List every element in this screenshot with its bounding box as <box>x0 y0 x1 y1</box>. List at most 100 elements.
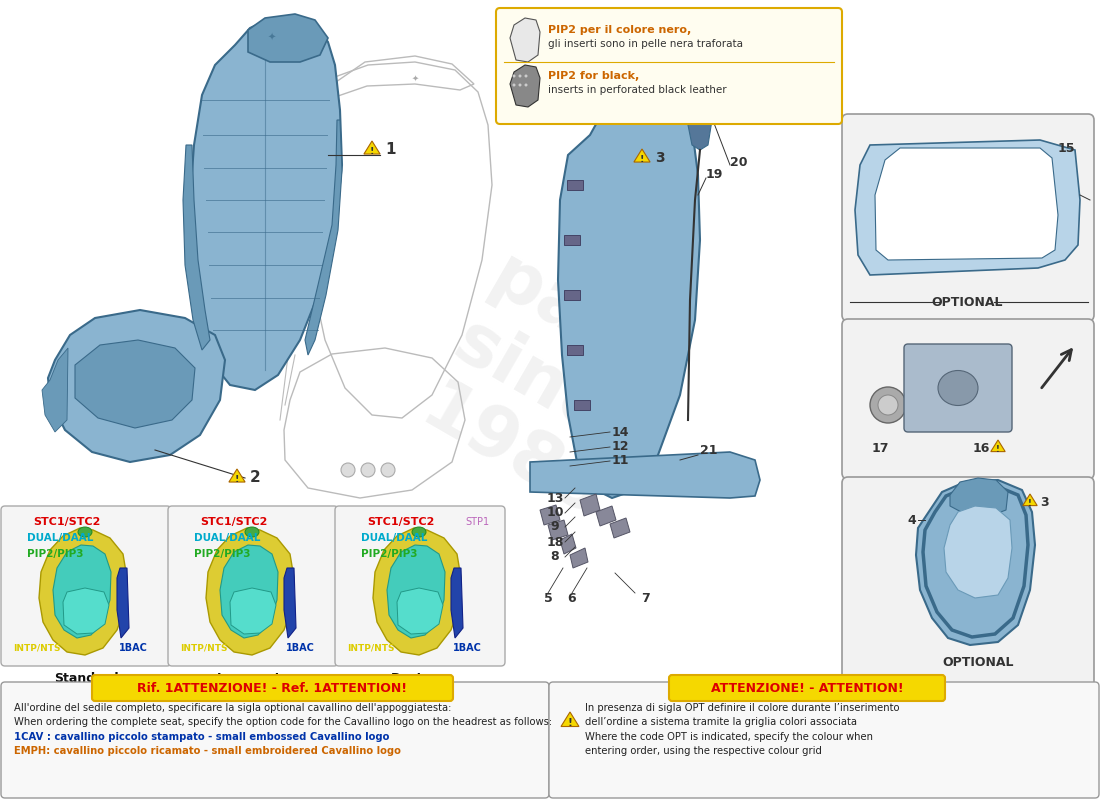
Polygon shape <box>561 712 579 726</box>
Text: 6: 6 <box>568 591 576 605</box>
Polygon shape <box>685 90 712 150</box>
Text: ATTENZIONE! - ATTENTION!: ATTENZIONE! - ATTENTION! <box>711 682 903 695</box>
Text: 2: 2 <box>250 470 261 486</box>
FancyBboxPatch shape <box>92 675 453 701</box>
Text: STC1/STC2: STC1/STC2 <box>367 517 434 527</box>
FancyBboxPatch shape <box>842 319 1094 479</box>
Polygon shape <box>305 120 342 355</box>
Text: 16: 16 <box>972 442 990 454</box>
Circle shape <box>513 83 516 86</box>
Text: 13: 13 <box>547 491 563 505</box>
Text: 10: 10 <box>547 506 563 519</box>
Polygon shape <box>248 14 328 62</box>
Text: OPTIONAL: OPTIONAL <box>932 295 1003 309</box>
Circle shape <box>341 463 355 477</box>
Circle shape <box>518 74 521 78</box>
Polygon shape <box>560 534 576 554</box>
Text: !: ! <box>568 718 572 729</box>
Ellipse shape <box>412 527 426 537</box>
Polygon shape <box>373 528 461 655</box>
Bar <box>566 180 583 190</box>
Circle shape <box>361 463 375 477</box>
FancyBboxPatch shape <box>496 8 842 124</box>
Text: DUAL/DAAL: DUAL/DAAL <box>361 533 428 543</box>
Polygon shape <box>510 18 540 62</box>
Circle shape <box>870 387 906 423</box>
Text: PIP2/PIP3: PIP2/PIP3 <box>361 549 418 559</box>
Text: 3: 3 <box>654 151 664 165</box>
Text: 1BAC: 1BAC <box>119 643 147 653</box>
FancyBboxPatch shape <box>549 682 1099 798</box>
Text: 1BAC: 1BAC <box>452 643 482 653</box>
Text: !: ! <box>640 155 645 164</box>
Bar <box>566 345 583 355</box>
Polygon shape <box>530 452 760 498</box>
Text: parts
since
1985: parts since 1985 <box>403 242 697 538</box>
Polygon shape <box>548 520 568 540</box>
Text: !: ! <box>997 445 1000 454</box>
FancyBboxPatch shape <box>842 114 1094 321</box>
Text: 14: 14 <box>612 426 629 438</box>
Text: STC1/STC2: STC1/STC2 <box>33 517 101 527</box>
Bar <box>574 400 590 410</box>
Text: !: ! <box>370 147 374 156</box>
Polygon shape <box>950 478 1008 516</box>
Text: 1BAC: 1BAC <box>286 643 315 653</box>
Text: 9: 9 <box>551 521 559 534</box>
Text: ✦: ✦ <box>411 74 418 82</box>
Text: INTP/NTS: INTP/NTS <box>346 643 395 653</box>
Polygon shape <box>397 588 443 634</box>
Bar <box>564 290 580 300</box>
Text: 19: 19 <box>706 169 724 182</box>
Text: 20: 20 <box>730 155 748 169</box>
Polygon shape <box>53 545 111 638</box>
Polygon shape <box>48 310 225 462</box>
Polygon shape <box>230 588 276 634</box>
Text: When ordering the complete seat, specify the option code for the Cavallino logo : When ordering the complete seat, specify… <box>14 717 552 727</box>
Text: 18: 18 <box>547 535 563 549</box>
Text: entering order, using the respective colour grid: entering order, using the respective col… <box>585 746 822 756</box>
Text: 21: 21 <box>700 443 717 457</box>
Text: All'ordine del sedile completo, specificare la sigla optional cavallino dell'app: All'ordine del sedile completo, specific… <box>14 703 451 713</box>
Text: 1CAV : cavallino piccolo stampato - small embossed Cavallino logo: 1CAV : cavallino piccolo stampato - smal… <box>14 732 389 742</box>
Text: In presenza di sigla OPT definire il colore durante l’inserimento: In presenza di sigla OPT definire il col… <box>585 703 900 713</box>
Text: 17: 17 <box>871 442 889 454</box>
Polygon shape <box>1023 494 1037 506</box>
Text: PIP2/PIP3: PIP2/PIP3 <box>28 549 84 559</box>
Polygon shape <box>190 18 342 390</box>
Circle shape <box>513 74 516 78</box>
Text: PIP2 per il colore nero,: PIP2 per il colore nero, <box>548 25 691 35</box>
Polygon shape <box>206 528 294 655</box>
Text: gli inserti sono in pelle nera traforata: gli inserti sono in pelle nera traforata <box>548 39 742 49</box>
Text: inserts in perforated black leather: inserts in perforated black leather <box>548 85 727 95</box>
FancyBboxPatch shape <box>904 344 1012 432</box>
Polygon shape <box>39 528 126 655</box>
Polygon shape <box>63 588 109 634</box>
Bar <box>564 235 580 245</box>
Polygon shape <box>510 65 540 107</box>
Text: 5: 5 <box>543 591 552 605</box>
Text: Standard
Style: Standard Style <box>54 672 119 700</box>
Ellipse shape <box>938 370 978 406</box>
Polygon shape <box>540 505 560 525</box>
Text: ✦: ✦ <box>268 33 276 43</box>
Polygon shape <box>874 148 1058 260</box>
Text: INTP/NTS: INTP/NTS <box>13 643 60 653</box>
Polygon shape <box>42 348 68 432</box>
Circle shape <box>518 83 521 86</box>
Text: EMPH: cavallino piccolo ricamato - small embroidered Cavallino logo: EMPH: cavallino piccolo ricamato - small… <box>14 746 400 756</box>
FancyBboxPatch shape <box>336 506 505 666</box>
Text: 7: 7 <box>640 591 649 605</box>
Polygon shape <box>387 545 446 638</box>
FancyBboxPatch shape <box>842 477 1094 689</box>
Polygon shape <box>183 145 210 350</box>
Polygon shape <box>117 568 129 638</box>
Circle shape <box>525 74 528 78</box>
Text: OPTIONAL: OPTIONAL <box>943 655 1014 669</box>
FancyBboxPatch shape <box>1 506 170 666</box>
Polygon shape <box>916 480 1035 645</box>
Polygon shape <box>991 440 1005 451</box>
Text: 3: 3 <box>1040 495 1048 509</box>
Polygon shape <box>451 568 463 638</box>
Text: Daytona
Style: Daytona Style <box>390 672 449 700</box>
